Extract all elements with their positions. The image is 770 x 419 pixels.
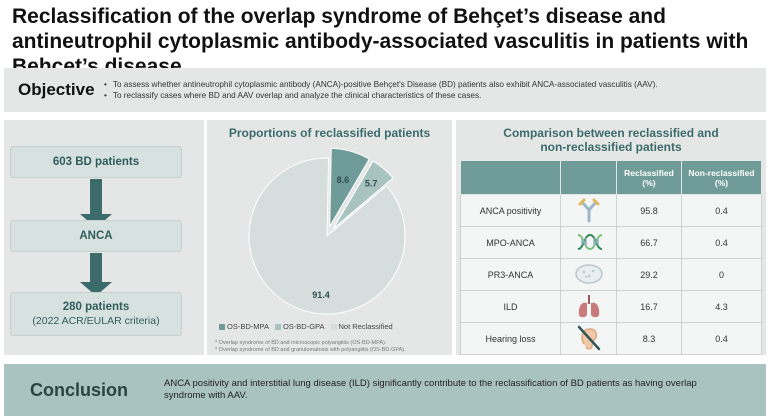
pie-slice-not-reclassified (248, 157, 406, 315)
footnote: * Overlap syndrome of BD and microscopic… (215, 340, 387, 346)
objective-bullet: To reclassify cases where BD and AAV ove… (104, 90, 658, 101)
header-reclassified: Reclassified (%) (616, 160, 682, 195)
legend-swatch (219, 324, 225, 331)
row-label: MPO-ANCA (460, 226, 561, 259)
pie-value-label: 91.4 (312, 290, 330, 300)
row-non-reclassified-value: 0.4 (680, 194, 763, 227)
comparison-panel: Comparison between reclassified and non-… (456, 120, 766, 355)
patient-flow-panel: 603 BD patients ANCA 280 patients (2022 … (4, 120, 204, 355)
legend-swatch (274, 324, 281, 331)
lungs-icon (576, 294, 602, 322)
row-non-reclassified-value: 0 (680, 258, 763, 291)
conclusion-text: ANCA positivity and interstitial lung di… (164, 378, 697, 401)
row-label: Hearing loss (460, 322, 561, 355)
row-icon-cell (560, 258, 617, 291)
flow-step-label: ANCA (79, 230, 113, 242)
flow-step-bd-patients: 603 BD patients (10, 146, 182, 178)
hearing-loss-icon (575, 325, 603, 354)
row-icon-cell (560, 290, 617, 323)
row-non-reclassified-value: 0.4 (680, 226, 763, 259)
row-icon-cell (560, 194, 617, 227)
comparison-title-line: Comparison between reclassified and (503, 126, 719, 140)
chart-footnotes: * Overlap syndrome of BD and microscopic… (215, 340, 406, 354)
flow-step-anca: ANCA (10, 220, 182, 252)
table-row: PR3-ANCA 29.2 0 (460, 258, 763, 291)
table-row: ANCA positivity 95.8 0.4 (460, 194, 763, 227)
flow-step-reclassified-patients: 280 patients (2022 ACR/EULAR criteria) (10, 292, 182, 336)
conclusion-section: Conclusion ANCA positivity and interstit… (4, 364, 766, 416)
row-reclassified-value: 29.2 (616, 258, 682, 291)
pie-value-label: 8.6 (337, 175, 350, 185)
row-non-reclassified-value: 0.4 (680, 322, 763, 355)
dna-icon (575, 233, 603, 257)
table-row: ILD 16.7 4.3 (460, 290, 763, 323)
pie-slice-os-bd-gpa (333, 160, 394, 229)
flow-arrow (90, 179, 102, 215)
comparison-title-line: non-reclassified patients (540, 140, 682, 154)
row-reclassified-value: 8.3 (616, 322, 682, 355)
objective-section: Objective To assess whether antineutroph… (4, 68, 766, 112)
table-row: MPO-ANCA 66.7 0.4 (460, 226, 763, 259)
legend-item: OS-BD-GPA (274, 322, 325, 331)
legend-item: Not Reclassified (330, 322, 393, 331)
row-reclassified-value: 16.7 (616, 290, 682, 323)
objective-list: To assess whether antineutrophil cytopla… (104, 79, 658, 101)
row-label: ILD (460, 290, 561, 323)
footnote: * Overlap syndrome of BD and granulomato… (215, 347, 406, 353)
legend-label: OS-BD-MPA (227, 322, 269, 331)
header-blank (460, 160, 561, 195)
flow-step-label: 603 BD patients (52, 156, 140, 168)
row-icon-cell (560, 322, 617, 355)
legend-label: Not Reclassified (338, 322, 393, 331)
comparison-table: Reclassified (%) Non-reclassified (%) AN… (460, 160, 763, 355)
flow-arrow (90, 253, 102, 283)
row-label: PR3-ANCA (460, 258, 561, 291)
conclusion-label: Conclusion (30, 379, 128, 400)
row-icon-cell (560, 226, 617, 259)
header-non-reclassified: Non-reclassified (%) (680, 160, 763, 195)
objective-label: Objective (18, 80, 95, 99)
legend-label: OS-BD-GPA (282, 322, 325, 331)
chart-title: Proportions of reclassified patients (228, 126, 431, 140)
header-icon (560, 160, 617, 195)
petri-dish-icon (574, 263, 604, 288)
flow-step-label: 280 patients (62, 301, 130, 313)
pie-chart: 8.6 5.7 91.4 (248, 147, 406, 315)
table-row: Hearing loss 8.3 0.4 (460, 322, 763, 355)
legend-item: OS-BD-MPA (219, 322, 269, 331)
chart-legend: OS-BD-MPA OS-BD-GPA Not Reclassified (219, 322, 393, 331)
row-label: ANCA positivity (460, 194, 561, 227)
row-reclassified-value: 95.8 (616, 194, 682, 227)
pie-value-label: 5.7 (365, 179, 378, 189)
flow-step-sublabel: (2022 ACR/EULAR criteria) (32, 315, 160, 327)
objective-bullet: To assess whether antineutrophil cytopla… (104, 79, 658, 90)
pie-chart-panel: Proportions of reclassified patients 8.6… (207, 120, 452, 355)
row-non-reclassified-value: 4.3 (680, 290, 763, 323)
comparison-title: Comparison between reclassified and non-… (456, 126, 766, 154)
pie-slice-os-bd-mpa (329, 147, 370, 229)
legend-swatch (330, 324, 337, 331)
table-header-row: Reclassified (%) Non-reclassified (%) (460, 160, 763, 195)
row-reclassified-value: 66.7 (616, 226, 682, 259)
antibody-icon (576, 198, 602, 225)
